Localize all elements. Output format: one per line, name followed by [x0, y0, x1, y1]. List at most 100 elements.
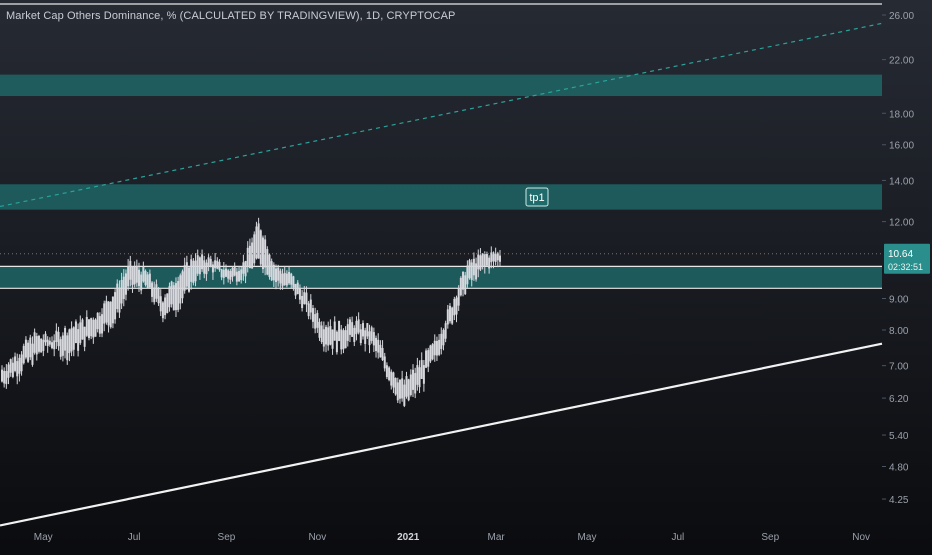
candle-body: [405, 376, 408, 397]
candle-body: [329, 326, 332, 345]
candle-body: [203, 260, 206, 274]
candle-body: [288, 272, 291, 284]
candle-body: [431, 344, 434, 360]
candle-body: [353, 327, 356, 342]
candle-body: [109, 301, 112, 328]
candle-body: [94, 319, 97, 337]
x-tick-label: Nov: [308, 532, 326, 543]
candle-body: [335, 331, 338, 353]
candle-body: [268, 254, 271, 277]
candle-body: [499, 255, 501, 262]
candle-body: [453, 298, 456, 316]
y-tick-label: 5.40: [889, 431, 909, 442]
x-tick-label: Nov: [852, 532, 870, 543]
zone-box: [0, 184, 882, 210]
candle-body: [57, 331, 60, 347]
candle-body: [170, 281, 173, 305]
candle-body: [55, 330, 58, 342]
candle-body: [177, 281, 180, 310]
candle-body: [368, 331, 371, 346]
candle-body: [346, 324, 349, 341]
candle-body: [51, 342, 54, 349]
candle-body: [438, 339, 441, 355]
candle-body: [101, 314, 104, 334]
candle-body: [264, 239, 267, 268]
candle-body: [281, 273, 284, 287]
candle-body: [372, 332, 375, 346]
axes-layer: 26.00 22.00 18.00 16.00 14.00 12.00 9.00 8.00 7.…: [34, 11, 930, 543]
candle-body: [364, 330, 367, 345]
candle-body: [398, 379, 401, 399]
candle-body: [198, 257, 201, 275]
candle-body: [133, 266, 136, 285]
candle-body: [296, 282, 299, 295]
candle-body: [275, 268, 278, 282]
y-tick-label: 4.80: [889, 463, 909, 474]
candle-body: [107, 301, 110, 326]
candle-body: [475, 263, 478, 280]
candle-body: [77, 329, 80, 351]
candle-body: [105, 300, 108, 323]
candle-body: [138, 269, 141, 287]
candle-body: [303, 292, 306, 305]
candle-body: [72, 327, 75, 350]
candle-body: [446, 309, 449, 325]
candle-body: [305, 292, 308, 305]
candle-body: [209, 258, 212, 267]
trendlines-layer: [0, 22, 883, 527]
candle-body: [309, 299, 312, 313]
candle-body: [409, 374, 412, 395]
candle-body: [298, 287, 301, 300]
candle-body: [27, 342, 30, 362]
candle-body: [344, 330, 347, 349]
candle-body: [124, 273, 127, 295]
candle-body: [129, 260, 132, 280]
candle-body: [114, 292, 117, 320]
candle-body: [218, 261, 221, 270]
candle-body: [253, 234, 256, 264]
candle-body: [259, 230, 262, 265]
candle-body: [294, 283, 297, 296]
candle-body: [290, 273, 293, 285]
zone-box: [0, 266, 882, 289]
candle-body: [340, 329, 343, 350]
y-tick-label: 7.00: [889, 362, 909, 373]
zones-layer: tp1: [0, 3, 882, 289]
candle-body: [246, 247, 249, 267]
last-price-label: 10.64: [888, 249, 913, 260]
candle-body: [103, 303, 106, 324]
candle-body: [451, 307, 454, 324]
candle-body: [20, 354, 23, 372]
candle-body: [131, 266, 134, 285]
candle-body: [18, 357, 21, 374]
support-trendline: [0, 342, 883, 527]
candle-body: [425, 350, 428, 368]
candles-layer: [0, 217, 882, 408]
candle-body: [377, 339, 380, 353]
candle-body: [331, 329, 334, 349]
candle-body: [238, 270, 241, 282]
candle-body: [1, 369, 3, 382]
candle-body: [261, 237, 264, 270]
candle-body: [470, 262, 473, 280]
candle-body: [229, 270, 232, 280]
candle-body: [311, 308, 314, 322]
candle-body: [392, 372, 395, 388]
x-tick-label: Mar: [488, 532, 506, 543]
candle-body: [307, 303, 310, 317]
candle-body: [61, 335, 64, 356]
candle-body: [348, 319, 351, 335]
candle-body: [83, 326, 86, 347]
candle-body: [320, 325, 323, 343]
candle-body: [87, 319, 90, 338]
candle-body: [442, 329, 445, 346]
candle-body: [164, 297, 167, 316]
candle-body: [24, 339, 27, 358]
y-tick-label: 8.00: [889, 326, 909, 337]
candle-body: [35, 336, 38, 355]
candle-body: [46, 339, 49, 346]
candle-body: [201, 254, 204, 270]
candle-body: [455, 297, 458, 315]
